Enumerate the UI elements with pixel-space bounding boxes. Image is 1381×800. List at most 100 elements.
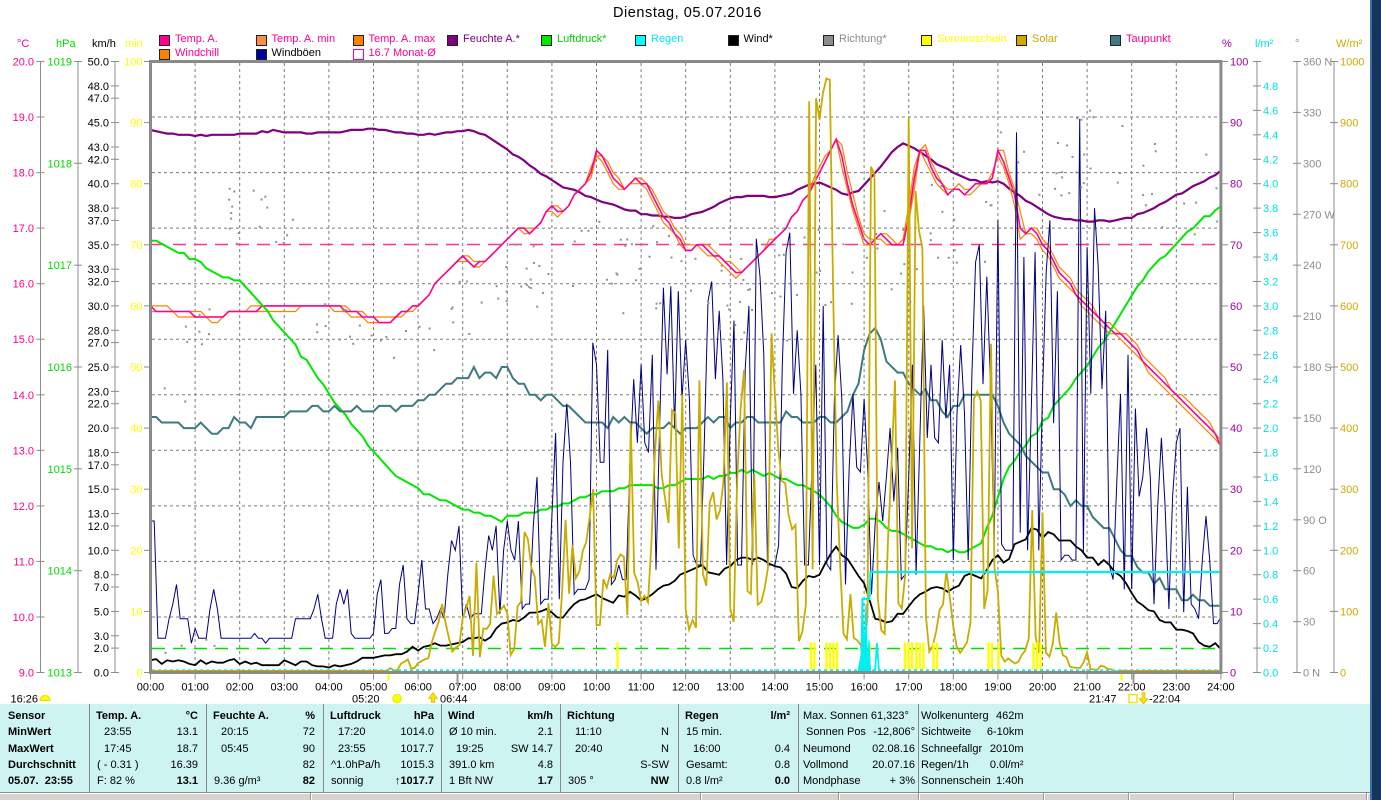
svg-text:10.0: 10.0: [13, 612, 34, 624]
svg-text:20:00: 20:00: [1029, 682, 1057, 694]
svg-text:70: 70: [130, 240, 142, 252]
svg-text:10: 10: [1230, 606, 1242, 618]
svg-text:18.0: 18.0: [13, 168, 34, 180]
svg-text:100: 100: [124, 57, 142, 69]
svg-text:500: 500: [1340, 362, 1358, 374]
svg-text:30: 30: [130, 484, 142, 496]
svg-text:150: 150: [1303, 413, 1321, 425]
svg-text:8.0: 8.0: [94, 570, 109, 582]
svg-text:0.0: 0.0: [1263, 668, 1278, 680]
svg-text:70: 70: [1230, 240, 1242, 252]
svg-text:20.0: 20.0: [13, 57, 34, 69]
svg-text:10: 10: [130, 606, 142, 618]
svg-text:3.0: 3.0: [94, 631, 109, 643]
svg-text:40: 40: [130, 423, 142, 435]
svg-text:30: 30: [1230, 484, 1242, 496]
svg-text:0.8: 0.8: [1263, 570, 1278, 582]
svg-text:47.0: 47.0: [88, 93, 109, 105]
svg-text:40.0: 40.0: [88, 179, 109, 191]
svg-text:27.0: 27.0: [88, 338, 109, 350]
svg-text:20.0: 20.0: [88, 423, 109, 435]
svg-text:3.2: 3.2: [1263, 277, 1278, 289]
svg-text:3.0: 3.0: [1263, 301, 1278, 313]
svg-text:2.6: 2.6: [1263, 350, 1278, 362]
svg-text:30.0: 30.0: [88, 301, 109, 313]
svg-text:0.4: 0.4: [1263, 619, 1278, 631]
svg-text:50.0: 50.0: [88, 57, 109, 69]
svg-text:01:00: 01:00: [181, 682, 209, 694]
svg-text:60: 60: [130, 301, 142, 313]
svg-text:23:00: 23:00: [1163, 682, 1191, 694]
svg-text:1.2: 1.2: [1263, 521, 1278, 533]
svg-text:60: 60: [1303, 566, 1315, 578]
svg-text:1.4: 1.4: [1263, 496, 1278, 508]
svg-text:-22:04: -22:04: [1149, 694, 1180, 706]
svg-text:21:00: 21:00: [1073, 682, 1101, 694]
svg-text:38.0: 38.0: [88, 203, 109, 215]
svg-text:08:00: 08:00: [494, 682, 522, 694]
svg-text:10:00: 10:00: [583, 682, 611, 694]
svg-text:4.0: 4.0: [1263, 179, 1278, 191]
svg-text:1.6: 1.6: [1263, 472, 1278, 484]
svg-text:19:00: 19:00: [984, 682, 1012, 694]
svg-text:04:00: 04:00: [315, 682, 343, 694]
svg-text:80: 80: [1230, 179, 1242, 191]
svg-text:0.0: 0.0: [94, 668, 109, 680]
svg-text:24:00: 24:00: [1207, 682, 1235, 694]
svg-text:22.0: 22.0: [88, 399, 109, 411]
svg-text:33.0: 33.0: [88, 264, 109, 276]
svg-text:80: 80: [130, 179, 142, 191]
svg-text:1.8: 1.8: [1263, 448, 1278, 460]
svg-text:7.0: 7.0: [94, 582, 109, 594]
svg-text:90: 90: [1230, 118, 1242, 130]
svg-text:23.0: 23.0: [88, 386, 109, 398]
svg-text:50: 50: [130, 362, 142, 374]
svg-text:15.0: 15.0: [13, 334, 34, 346]
svg-text:1018: 1018: [48, 158, 72, 170]
svg-text:1.0: 1.0: [1263, 545, 1278, 557]
svg-text:15.0: 15.0: [88, 484, 109, 496]
svg-text:13.0: 13.0: [13, 445, 34, 457]
svg-text:5.0: 5.0: [94, 606, 109, 618]
svg-text:20: 20: [1230, 545, 1242, 557]
svg-text:42.0: 42.0: [88, 154, 109, 166]
svg-text:100: 100: [1340, 606, 1358, 618]
svg-text:2.0: 2.0: [1263, 423, 1278, 435]
svg-text:800: 800: [1340, 179, 1358, 191]
svg-text:2.2: 2.2: [1263, 399, 1278, 411]
svg-text:06:44: 06:44: [440, 694, 468, 706]
svg-text:05:20: 05:20: [352, 694, 380, 706]
svg-text:0 N: 0 N: [1303, 668, 1320, 680]
svg-text:16:26: 16:26: [11, 694, 39, 706]
svg-text:1016: 1016: [48, 362, 72, 374]
svg-text:40: 40: [1230, 423, 1242, 435]
svg-text:37.0: 37.0: [88, 215, 109, 227]
svg-text:330: 330: [1303, 107, 1321, 119]
svg-text:17.0: 17.0: [13, 223, 34, 235]
svg-text:21:47: 21:47: [1089, 694, 1117, 706]
svg-text:15:00: 15:00: [806, 682, 834, 694]
svg-text:12.0: 12.0: [88, 521, 109, 533]
svg-text:16:00: 16:00: [850, 682, 878, 694]
svg-text:43.0: 43.0: [88, 142, 109, 154]
svg-text:0.6: 0.6: [1263, 594, 1278, 606]
svg-text:0: 0: [136, 668, 142, 680]
svg-text:9.0: 9.0: [19, 668, 34, 680]
svg-text:28.0: 28.0: [88, 325, 109, 337]
svg-text:1000: 1000: [1340, 57, 1364, 69]
svg-text:2.0: 2.0: [94, 643, 109, 655]
svg-text:17.0: 17.0: [88, 460, 109, 472]
svg-text:0: 0: [1340, 668, 1346, 680]
svg-text:100: 100: [1230, 57, 1248, 69]
svg-text:180 S: 180 S: [1303, 362, 1332, 374]
svg-text:13:00: 13:00: [717, 682, 745, 694]
svg-text:35.0: 35.0: [88, 240, 109, 252]
svg-text:900: 900: [1340, 118, 1358, 130]
svg-text:3.8: 3.8: [1263, 203, 1278, 215]
svg-text:60: 60: [1230, 301, 1242, 313]
svg-text:4.2: 4.2: [1263, 154, 1278, 166]
svg-text:2.4: 2.4: [1263, 374, 1278, 386]
svg-text:1014: 1014: [48, 566, 72, 578]
svg-text:270 W: 270 W: [1303, 209, 1335, 221]
svg-text:25.0: 25.0: [88, 362, 109, 374]
